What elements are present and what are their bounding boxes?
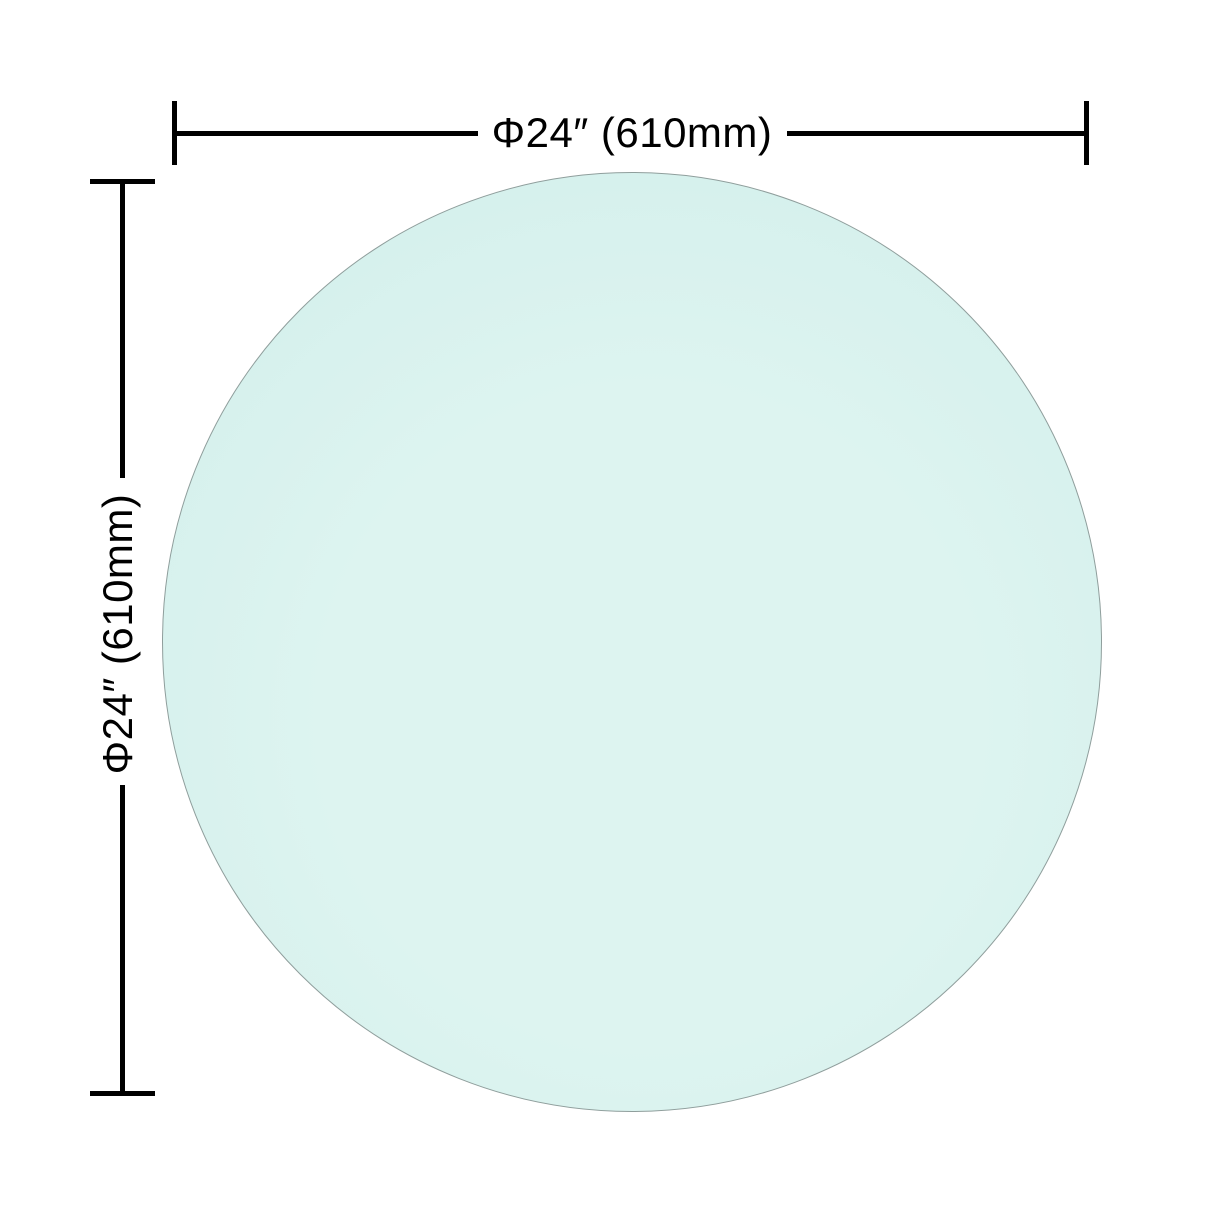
horizontal-dimension-left-line <box>174 131 478 136</box>
glass-tabletop-circle <box>162 172 1102 1112</box>
vertical-dimension-label: Φ24″ (610mm) <box>94 493 141 775</box>
horizontal-dimension-label: Φ24″ (610mm) <box>491 109 773 156</box>
vertical-dimension-top-line <box>120 181 125 478</box>
horizontal-dimension-right-end-cap <box>1084 101 1089 165</box>
horizontal-dimension-right-line <box>787 131 1086 136</box>
vertical-dimension-bottom-end-cap <box>90 1091 155 1096</box>
vertical-dimension-bottom-line <box>120 785 125 1093</box>
